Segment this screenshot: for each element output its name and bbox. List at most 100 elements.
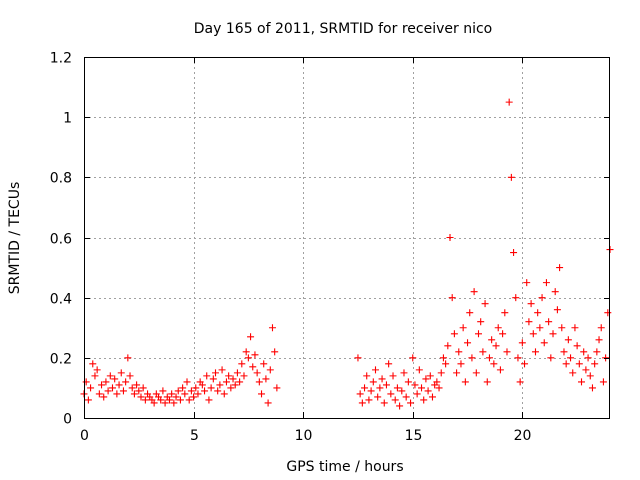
- data-point: [599, 378, 607, 386]
- data-point: [475, 330, 482, 338]
- data-point: [361, 384, 369, 392]
- data-point: [446, 234, 454, 241]
- data-point: [376, 384, 384, 392]
- data-point: [181, 390, 189, 398]
- data-point: [84, 396, 92, 404]
- y-tick-label: 0.6: [50, 232, 72, 248]
- data-point: [108, 384, 116, 392]
- data-point: [238, 360, 246, 368]
- data-point: [422, 375, 430, 383]
- data-point: [358, 399, 366, 407]
- chart-title: Day 165 of 2011, SRMTID for receiver nic…: [194, 21, 492, 37]
- data-point: [100, 393, 108, 401]
- data-point: [273, 384, 281, 392]
- data-point: [400, 369, 408, 377]
- data-point: [404, 378, 412, 386]
- data-point: [393, 384, 401, 392]
- data-point: [113, 390, 121, 398]
- y-tick-label: 1: [63, 111, 72, 127]
- data-point: [595, 336, 603, 344]
- data-point: [161, 399, 169, 407]
- data-point: [492, 342, 500, 350]
- data-point: [268, 324, 276, 332]
- data-point: [183, 378, 191, 386]
- data-point: [122, 378, 130, 386]
- data-point: [573, 342, 581, 350]
- data-point: [540, 339, 548, 347]
- data-point: [225, 372, 233, 380]
- data-point: [242, 348, 250, 356]
- data-point: [529, 330, 537, 338]
- data-point: [420, 396, 428, 404]
- data-point: [203, 372, 211, 380]
- data-point: [514, 354, 522, 362]
- data-point: [93, 366, 101, 374]
- data-point: [260, 360, 268, 368]
- data-point: [266, 366, 274, 374]
- data-point: [525, 318, 533, 326]
- data-point: [457, 360, 465, 368]
- data-point: [516, 378, 524, 386]
- data-point: [470, 288, 478, 296]
- data-point: [521, 360, 529, 368]
- data-point: [569, 369, 577, 377]
- data-point: [505, 98, 513, 106]
- data-point: [194, 390, 202, 398]
- data-point: [551, 288, 559, 296]
- data-point: [119, 387, 127, 395]
- data-point: [558, 324, 566, 332]
- data-point: [444, 342, 452, 350]
- y-axis-label: SRMTID / TECUs: [7, 182, 23, 295]
- data-point: [424, 387, 432, 395]
- data-point: [567, 354, 575, 362]
- data-point: [222, 378, 230, 386]
- data-point: [553, 306, 561, 314]
- data-point: [236, 378, 244, 386]
- data-point: [534, 309, 542, 317]
- data-point: [389, 372, 397, 380]
- data-point: [247, 333, 255, 341]
- data-point: [588, 384, 596, 392]
- data-point: [507, 173, 515, 181]
- data-point: [135, 387, 143, 395]
- data-point: [190, 393, 198, 401]
- data-point: [87, 384, 95, 392]
- data-point: [499, 330, 507, 338]
- data-point: [262, 375, 270, 383]
- data-point: [512, 294, 520, 302]
- data-points: [80, 98, 614, 410]
- data-point: [157, 396, 165, 404]
- data-point: [176, 396, 184, 404]
- data-point: [91, 372, 99, 380]
- data-point: [168, 390, 176, 398]
- data-point: [580, 348, 588, 356]
- data-point: [545, 318, 553, 326]
- data-point: [137, 393, 145, 401]
- data-point: [141, 396, 149, 404]
- data-point: [428, 393, 436, 401]
- data-point: [216, 381, 224, 389]
- data-point: [374, 393, 382, 401]
- axis-ticks: 0 5 10 15 20 0 0.2 0.4 0.6 0.8 1 1.2: [50, 51, 610, 444]
- data-point: [488, 336, 496, 344]
- data-point: [461, 378, 469, 386]
- data-point: [192, 384, 200, 392]
- data-point: [117, 369, 125, 377]
- data-point: [249, 363, 257, 371]
- data-point: [380, 399, 388, 407]
- data-point: [556, 264, 564, 272]
- data-point: [130, 390, 138, 398]
- data-point: [214, 387, 222, 395]
- data-point: [593, 348, 601, 356]
- data-point: [547, 354, 555, 362]
- data-point: [448, 294, 456, 302]
- data-point: [582, 366, 590, 374]
- data-point: [455, 348, 463, 356]
- data-point: [477, 318, 485, 326]
- data-point: [536, 324, 544, 332]
- data-point: [542, 279, 550, 287]
- data-point: [496, 366, 504, 374]
- data-point: [604, 309, 612, 317]
- data-point: [174, 387, 182, 395]
- data-point: [411, 381, 419, 389]
